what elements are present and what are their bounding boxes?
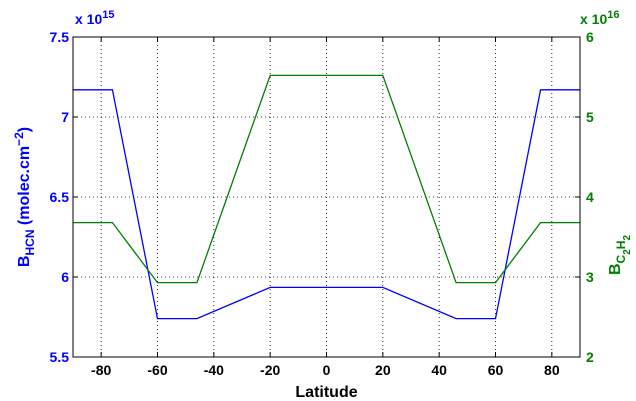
y-left-tick-label: 5.5 (50, 349, 70, 365)
x-tick-label: 80 (544, 362, 560, 378)
y-right-tick-label: 2 (586, 349, 594, 365)
x-tick-label: 20 (375, 362, 391, 378)
y-right-tick-label: 3 (586, 269, 594, 285)
series-line-c2h2 (73, 74, 580, 284)
x-axis-title: Latitude (295, 384, 357, 401)
x-tick-label: 0 (323, 362, 331, 378)
axis-ticks (73, 36, 580, 358)
y-right-tick-label: 4 (586, 189, 594, 205)
left-exponent-label: x 1015 (75, 9, 115, 27)
y-left-tick-label: 7 (61, 109, 69, 125)
x-tick-label: -20 (260, 362, 280, 378)
y-left-tick-label: 6 (61, 269, 69, 285)
y-left-tick-label: 7.5 (50, 29, 70, 45)
series-lines (73, 74, 580, 320)
y-left-tick-label: 6.5 (50, 189, 70, 205)
y-right-tick-label: 6 (586, 29, 594, 45)
axis-labels: -80 -60 -40 -20 0 20 40 60 80 5.5 6 6.5 7 7.5 2 3 4 5 6 x 1… (12, 9, 633, 401)
x-tick-label: 60 (488, 362, 504, 378)
x-tick-label: 40 (431, 362, 447, 378)
x-tick-label: -60 (147, 362, 167, 378)
x-tick-label: -40 (204, 362, 224, 378)
y-right-tick-label: 5 (586, 109, 594, 125)
x-tick-label: -80 (91, 362, 111, 378)
right-exponent-label: x 1016 (580, 9, 620, 27)
series-line-hcn (73, 89, 580, 320)
y-right-axis-title: BC2H2 (607, 235, 633, 275)
grid-lines (73, 37, 580, 357)
y-left-axis-title: BHCN (molec.cm−2) (12, 127, 37, 267)
